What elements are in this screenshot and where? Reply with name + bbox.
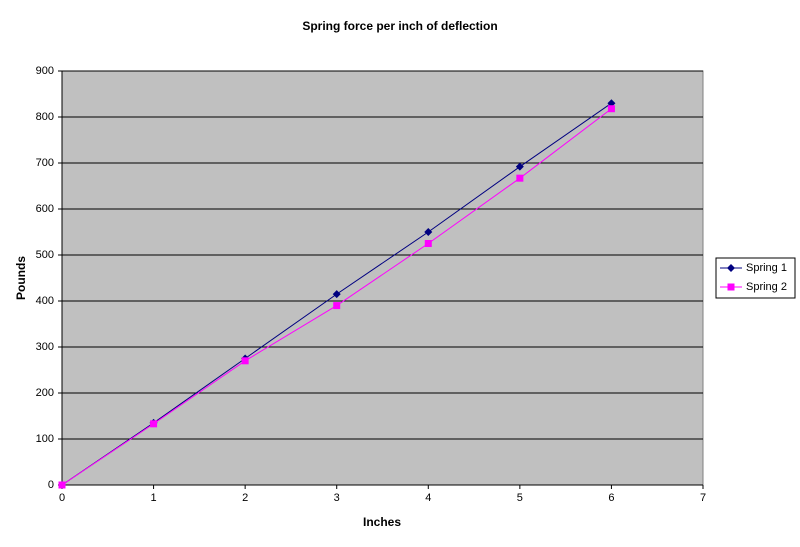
x-tick-label: 3 <box>334 492 340 504</box>
plot-area <box>61 70 704 486</box>
chart-title: Spring force per inch of deflection <box>302 19 497 33</box>
marker <box>607 99 616 108</box>
marker <box>58 481 66 489</box>
x-tick-label: 7 <box>700 492 706 504</box>
marker <box>424 240 432 247</box>
x-tick-label: 6 <box>608 492 614 504</box>
y-tick-label: 400 <box>36 295 54 307</box>
legend-label: Spring 1 <box>746 262 787 274</box>
y-tick-label: 800 <box>36 111 54 123</box>
marker <box>241 357 249 365</box>
marker <box>727 264 735 272</box>
marker <box>515 162 524 171</box>
marker <box>727 283 735 291</box>
x-tick-label: 5 <box>517 492 523 504</box>
y-tick-label: 0 <box>48 479 54 491</box>
marker <box>516 174 524 182</box>
y-tick-label: 200 <box>36 387 54 399</box>
marker <box>607 105 615 113</box>
x-tick-label: 1 <box>151 492 157 504</box>
marker <box>150 420 158 428</box>
y-tick-label: 600 <box>36 203 54 215</box>
x-axis-label: Inches <box>363 515 401 529</box>
y-tick-label: 900 <box>36 65 54 77</box>
legend-box <box>715 257 796 299</box>
y-tick-label: 500 <box>36 249 54 261</box>
marker <box>424 228 433 236</box>
y-axis-label: Pounds <box>14 256 28 300</box>
y-tick-label: 100 <box>36 433 54 445</box>
legend-label: Spring 2 <box>746 281 787 293</box>
marker <box>332 290 341 299</box>
x-tick-label: 0 <box>59 492 65 504</box>
x-tick-label: 4 <box>425 492 431 504</box>
marker <box>333 302 341 310</box>
y-tick-label: 300 <box>36 341 54 353</box>
y-tick-label: 700 <box>36 157 54 169</box>
x-tick-label: 2 <box>242 492 248 504</box>
